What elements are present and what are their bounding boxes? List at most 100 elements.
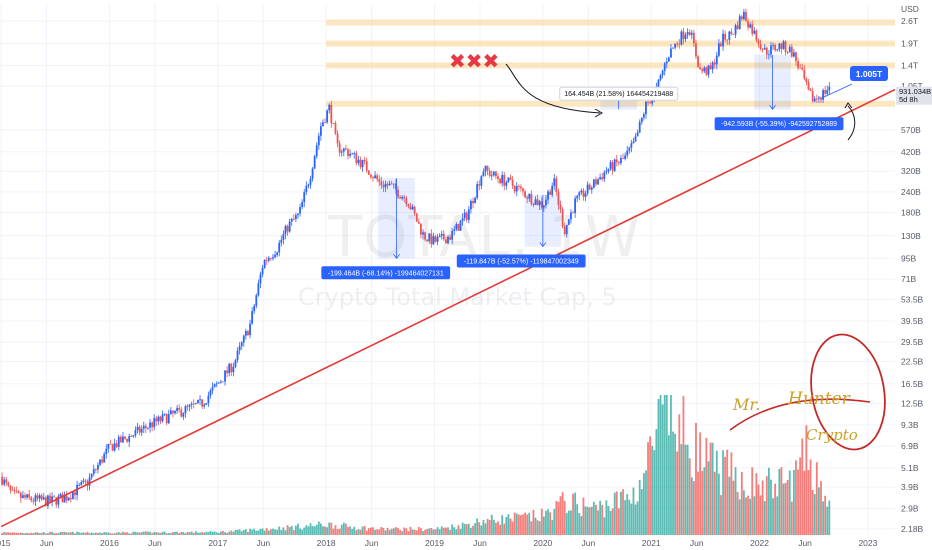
candle-body — [742, 11, 745, 20]
signature-line-3: Crypto — [806, 426, 858, 444]
candle-body — [707, 65, 710, 75]
volume-bar — [163, 531, 166, 535]
volume-bar — [219, 531, 222, 535]
candle-body — [563, 226, 566, 235]
candle-body — [234, 360, 237, 367]
time-axis[interactable]: 2015 Jun 2016 Jun 2017 Jun 2018 Jun 2019 Jun 2020 J… — [0, 535, 932, 550]
volume-bar — [353, 526, 356, 535]
x-tick-label: Jun — [40, 538, 54, 548]
volume-bar — [317, 521, 320, 535]
resistance-zone — [326, 62, 896, 69]
candle-body — [278, 242, 281, 253]
candle-body — [595, 179, 597, 185]
candle-body — [301, 202, 304, 208]
measure-label-box — [559, 86, 679, 101]
volume-bar — [126, 532, 129, 535]
volume-bar — [736, 491, 739, 535]
volume-bar — [576, 504, 579, 535]
volume-bar — [661, 404, 664, 535]
volume-bar — [820, 481, 822, 535]
candle-body — [751, 24, 754, 34]
candle-body — [484, 165, 487, 172]
volume-bar — [109, 533, 112, 535]
volume-bar — [124, 532, 126, 535]
candle-body — [261, 267, 264, 275]
volume-bar — [488, 519, 491, 535]
candle-body — [201, 399, 204, 407]
candle-body — [517, 186, 520, 187]
volume-bar — [657, 399, 660, 535]
volume-bar — [15, 532, 18, 535]
candle-body — [772, 44, 774, 46]
candle-body — [465, 212, 468, 220]
candle-body — [747, 21, 749, 28]
volume-bar — [499, 524, 501, 535]
volume-bar — [815, 462, 818, 535]
volume-bar — [140, 532, 143, 535]
volume-bar — [144, 531, 147, 535]
measure-label-box — [321, 266, 451, 280]
volume-bar — [540, 508, 543, 535]
volume-bar — [230, 530, 233, 535]
candle-body — [205, 403, 208, 405]
candle-body — [736, 25, 739, 29]
volume-bar — [555, 500, 558, 535]
candle-body — [124, 436, 126, 439]
time-axis-bg — [0, 535, 932, 550]
y-tick-label: 2.9B — [901, 503, 919, 513]
volume-bar — [570, 510, 572, 535]
candle-body — [674, 43, 677, 48]
volume-bar — [495, 522, 497, 535]
candle-body — [445, 239, 447, 244]
candle-body — [401, 196, 404, 199]
volume-bar — [688, 458, 691, 535]
candle-body — [615, 159, 618, 163]
candle-body — [44, 497, 47, 506]
candle-body — [599, 177, 602, 180]
volume-bar — [801, 438, 804, 535]
candle-body — [467, 209, 470, 220]
candle-body — [488, 170, 491, 176]
candle-body — [184, 406, 187, 414]
candle-body — [136, 426, 139, 431]
volume-bar — [601, 504, 604, 535]
volume-bar — [824, 495, 827, 535]
volume-bar — [672, 431, 674, 535]
volume-bar — [376, 529, 379, 535]
volume-bar — [340, 524, 343, 535]
candle-body — [638, 122, 641, 133]
volume-bar — [747, 495, 749, 535]
candle-body — [438, 235, 441, 238]
candle-body — [526, 197, 529, 199]
candle-body — [265, 259, 268, 261]
candle-body — [30, 497, 33, 501]
candle-body — [328, 104, 331, 111]
volume-bar — [557, 501, 560, 535]
candle-body — [15, 490, 18, 492]
volume-bar — [617, 508, 620, 535]
x-tick-label: Jun — [473, 538, 487, 548]
candle-body — [757, 40, 760, 44]
candle-body — [292, 218, 295, 220]
volume-bar — [432, 529, 435, 535]
candle-body — [363, 159, 366, 162]
candle-body — [428, 233, 431, 242]
candle-body — [522, 188, 524, 192]
candle-body — [169, 410, 172, 415]
volume-bar — [697, 471, 699, 535]
candle-body — [557, 192, 560, 205]
candle-body — [38, 495, 41, 499]
candle-body — [161, 414, 164, 422]
x-tick-label: 2015 — [0, 538, 11, 548]
volume-bar — [122, 531, 124, 535]
price-axis[interactable]: USD 2.6T 1.9T 1.4T 1.05T 570B 420B 320B 240B 180B… — [895, 0, 932, 550]
candle-body — [28, 494, 31, 498]
candle-body — [332, 123, 335, 124]
candle-body — [586, 184, 589, 194]
volume-bar — [351, 528, 354, 535]
volume-bar — [374, 529, 376, 535]
candle-body — [174, 410, 176, 414]
candle-body — [326, 110, 329, 123]
volume-bar — [751, 467, 754, 535]
resistance-zone — [326, 40, 896, 47]
